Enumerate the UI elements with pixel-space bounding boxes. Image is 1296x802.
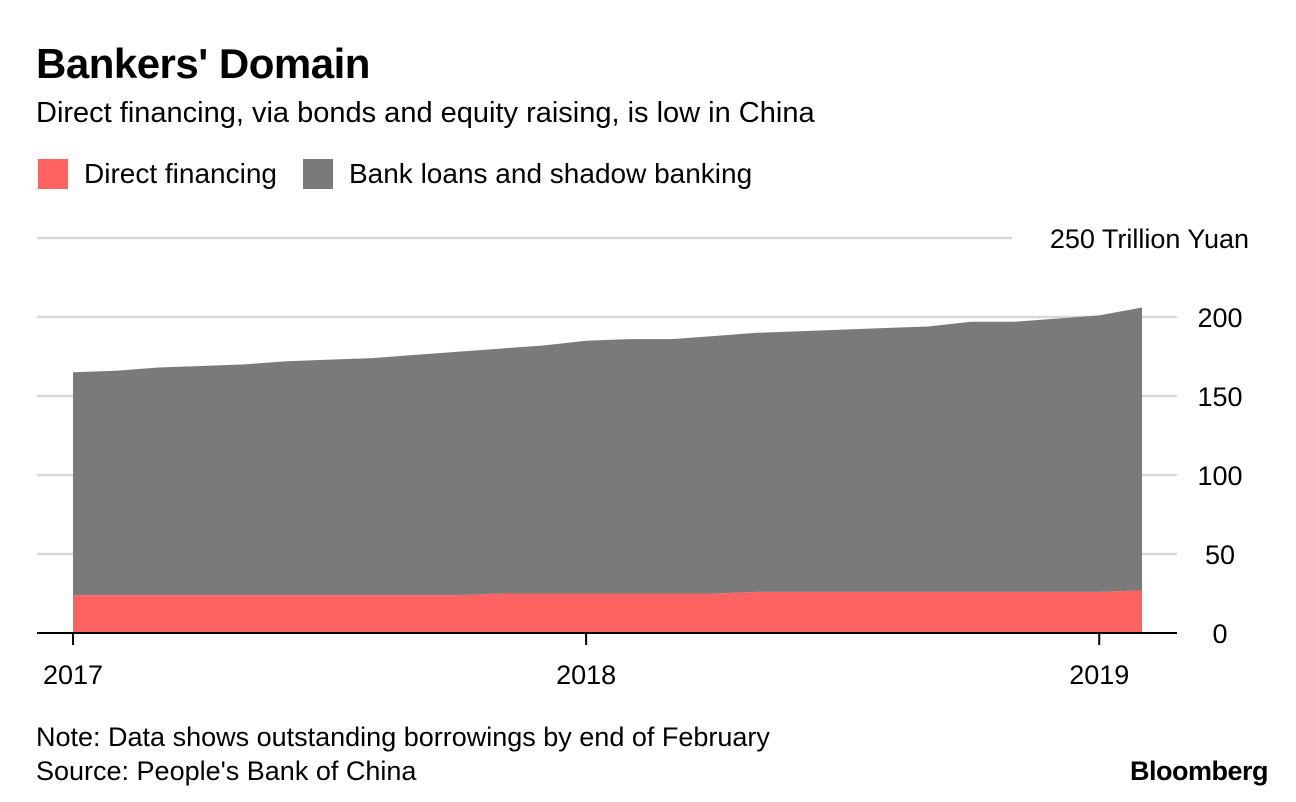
x-tick-label-2018: 2018: [556, 660, 616, 690]
legend-label-direct-financing: Direct financing: [84, 158, 277, 189]
note-text: Note: Data shows outstanding borrowings …: [36, 722, 770, 752]
legend-item-direct-financing: Direct financing: [38, 158, 277, 190]
chart-title: Bankers' Domain: [36, 40, 370, 87]
legend-item-bank-loans: Bank loans and shadow banking: [302, 158, 753, 190]
x-tick-label-2017: 2017: [43, 660, 103, 690]
y-tick-label-100: 100: [1197, 461, 1242, 491]
legend-swatch-bank-loans: [302, 159, 333, 189]
area-series-0: [73, 590, 1142, 633]
y-tick-label-150: 150: [1197, 382, 1242, 412]
y-tick-label-0: 0: [1212, 619, 1227, 649]
y-tick-label-250: 250 Trillion Yuan: [1050, 224, 1249, 254]
bloomberg-logo: Bloomberg: [1129, 756, 1269, 786]
source-text: Source: People's Bank of China: [36, 756, 417, 786]
y-tick-label-50: 50: [1205, 540, 1235, 570]
area-series-1: [73, 307, 1142, 596]
legend-label-bank-loans: Bank loans and shadow banking: [348, 158, 753, 189]
legend-swatch-direct-financing: [38, 159, 68, 189]
y-tick-label-200: 200: [1197, 303, 1242, 333]
chart-subtitle: Direct financing, via bonds and equity r…: [36, 97, 815, 129]
legend: Direct financing Bank loans and shadow b…: [38, 158, 778, 190]
footnote: Note: Data shows outstanding borrowings …: [36, 720, 770, 788]
x-tick-label-2019: 2019: [1069, 660, 1129, 690]
